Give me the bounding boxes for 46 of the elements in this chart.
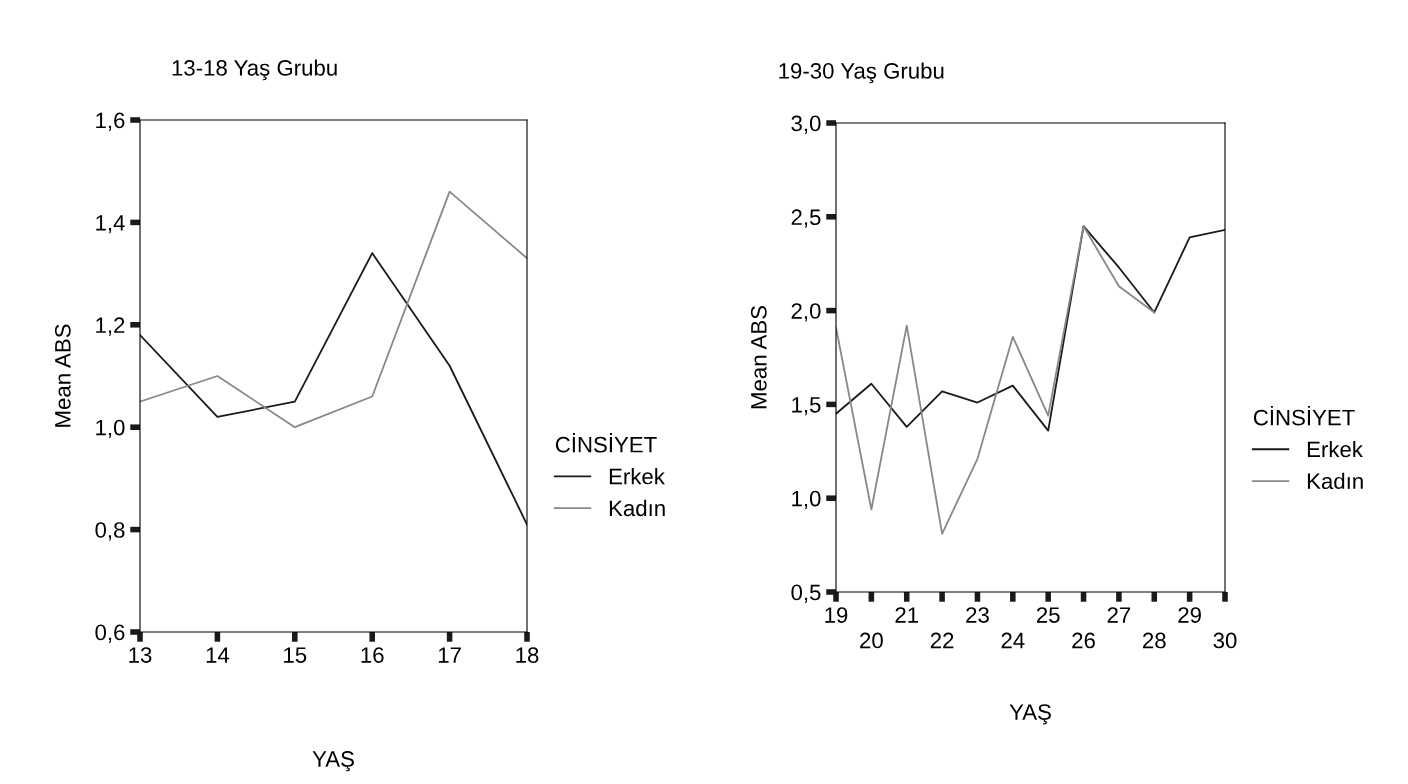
- x-tick-label: 17: [438, 647, 461, 663]
- x-axis-title: YAŞ: [312, 751, 354, 772]
- x-tick-label: 16: [361, 647, 384, 663]
- x2-tick-label: 28: [1143, 632, 1166, 649]
- y-tick-label: 1,0: [96, 419, 125, 439]
- x-tick-label: 21: [895, 607, 918, 623]
- line-series: [140, 190, 527, 429]
- x-tick-label: 15: [284, 647, 307, 663]
- y-tick-label: 0,8: [95, 522, 125, 541]
- legend-label: Kadın: [609, 499, 665, 517]
- y-axis-title: Mean ABS: [54, 324, 71, 427]
- x-tick-label: 14: [206, 647, 230, 663]
- y-tick-label: 1,0: [792, 490, 821, 510]
- chart-title: 13-18 Yaş Grubu: [172, 59, 337, 81]
- legend-title: CİNSİYET: [1253, 406, 1355, 426]
- x2-tick-label: 20: [860, 632, 883, 649]
- y-tick-label: 0,6: [95, 624, 125, 643]
- x-tick-label: 18: [516, 647, 539, 663]
- y-tick-label: 2,0: [791, 303, 821, 322]
- legend-label: Kadın: [1307, 472, 1363, 490]
- y-tick-label: 2,5: [791, 209, 821, 228]
- y-tick-label: 1,2: [96, 317, 125, 336]
- line-series: [836, 225, 1225, 432]
- line-series: [140, 252, 527, 526]
- x-tick-label: 19: [825, 607, 848, 623]
- y-tick-label: 1,4: [96, 215, 125, 234]
- y-tick-label: 3,0: [791, 115, 821, 134]
- x-tick-label: 25: [1036, 607, 1060, 623]
- x2-tick-label: 26: [1072, 632, 1095, 649]
- y-tick-label: 0,5: [791, 584, 821, 603]
- x-tick-label: 27: [1107, 607, 1131, 623]
- x2-tick-label: 22: [930, 632, 954, 649]
- x-tick-label: 13: [129, 647, 152, 663]
- x-tick-label: 29: [1178, 607, 1201, 623]
- legend-title: CİNSİYET: [555, 433, 657, 453]
- y-axis-title: Mean ABS: [750, 306, 767, 409]
- legend-label: Erkek: [1307, 440, 1363, 458]
- x2-tick-label: 24: [1001, 632, 1025, 649]
- y-tick-label: 1,6: [96, 112, 125, 131]
- legend-label: Erkek: [609, 468, 665, 485]
- chart-title: 19-30 Yaş Grubu: [779, 62, 944, 84]
- x2-tick-label: 30: [1213, 632, 1237, 649]
- line-series: [836, 225, 1156, 535]
- x-tick-label: 23: [966, 607, 989, 623]
- y-tick-label: 1,5: [792, 397, 821, 416]
- x-axis-title: YAŞ: [1009, 704, 1051, 725]
